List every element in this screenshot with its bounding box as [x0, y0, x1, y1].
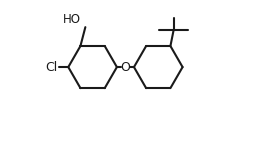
Text: HO: HO: [62, 13, 81, 26]
Text: O: O: [120, 61, 130, 74]
Text: Cl: Cl: [46, 61, 58, 74]
